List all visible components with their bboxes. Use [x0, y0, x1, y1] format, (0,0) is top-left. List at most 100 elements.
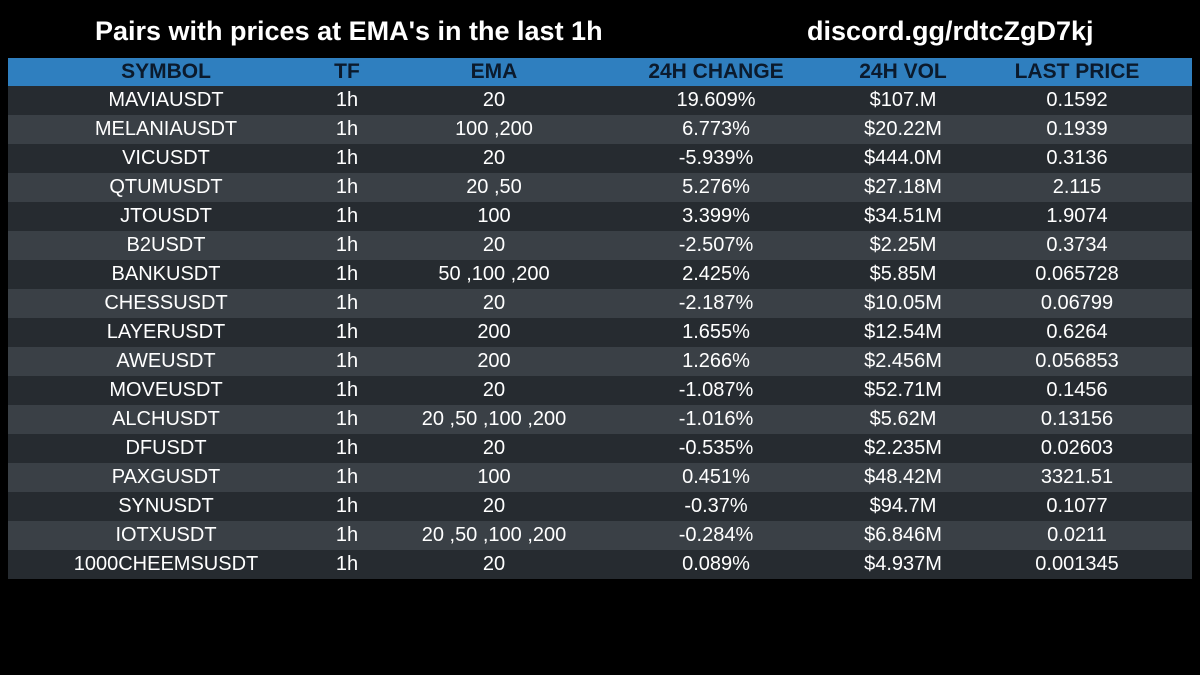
header: Pairs with prices at EMA's in the last 1…	[0, 0, 1200, 58]
cell-ema: 20	[482, 495, 506, 517]
cell-24h-change: 5.276%	[682, 176, 750, 198]
cell-tf: 1h	[335, 205, 359, 227]
cell-tf: 1h	[335, 350, 359, 372]
cell-24h-vol: $94.7M	[869, 495, 937, 517]
cell-last-price: 1.9074	[1046, 205, 1108, 227]
column-header-24h-change: 24H CHANGE	[648, 60, 784, 83]
cell-symbol: IOTXUSDT	[115, 524, 217, 546]
cell-tf: 1h	[335, 321, 359, 343]
cell-ema: 50 ,100 ,200	[438, 263, 550, 285]
cell-last-price: 0.13156	[1040, 408, 1114, 430]
cell-24h-vol: $20.22M	[864, 118, 942, 140]
cell-tf: 1h	[335, 495, 359, 517]
cell-24h-change: -1.016%	[678, 408, 754, 430]
cell-symbol: PAXGUSDT	[111, 466, 221, 488]
cell-symbol: LAYERUSDT	[106, 321, 226, 343]
cell-symbol: ALCHUSDT	[112, 408, 220, 430]
column-header-last-price: LAST PRICE	[1014, 60, 1140, 83]
cell-ema: 20 ,50	[466, 176, 522, 198]
cell-tf: 1h	[335, 263, 359, 285]
cell-24h-change: 0.089%	[682, 553, 750, 575]
cell-24h-change: 6.773%	[682, 118, 750, 140]
cell-symbol: BANKUSDT	[111, 263, 221, 285]
cell-24h-vol: $6.846M	[864, 524, 942, 546]
cell-ema: 100	[477, 205, 511, 227]
cell-24h-vol: $52.71M	[864, 379, 942, 401]
table-row: ALCHUSDT 1h 20 ,50 ,100 ,200 -1.016% $5.62M 0…	[8, 405, 1192, 434]
cell-last-price: 0.3734	[1046, 234, 1108, 256]
table-row: AWEUSDT 1h 200 1.266% $2.456M 0.056853	[8, 347, 1192, 376]
cell-ema: 20	[482, 379, 506, 401]
cell-tf: 1h	[335, 553, 359, 575]
cell-ema: 20	[482, 89, 506, 111]
cell-ema: 20	[482, 292, 506, 314]
cell-24h-vol: $4.937M	[864, 553, 942, 575]
cell-symbol: VICUSDT	[122, 147, 210, 169]
cell-tf: 1h	[335, 437, 359, 459]
cell-symbol: AWEUSDT	[116, 350, 216, 372]
cell-ema: 20	[482, 147, 506, 169]
column-header-ema: EMA	[470, 60, 518, 83]
discord-link[interactable]: discord.gg/rdtcZgD7kj	[807, 16, 1094, 46]
page-title: Pairs with prices at EMA's in the last 1…	[95, 16, 603, 46]
cell-last-price: 0.001345	[1035, 553, 1119, 575]
cell-24h-vol: $444.0M	[864, 147, 942, 169]
table-row: MELANIAUSDT 1h 100 ,200 6.773% $20.22M 0.1939	[8, 115, 1192, 144]
cell-tf: 1h	[335, 234, 359, 256]
cell-24h-change: 3.399%	[682, 205, 750, 227]
cell-24h-vol: $2.456M	[864, 350, 942, 372]
column-header-symbol: SYMBOL	[121, 60, 211, 83]
cell-last-price: 0.06799	[1040, 292, 1114, 314]
table-row: IOTXUSDT 1h 20 ,50 ,100 ,200 -0.284% $6.846M…	[8, 521, 1192, 550]
cell-24h-change: -1.087%	[678, 379, 754, 401]
cell-last-price: 0.1939	[1046, 118, 1108, 140]
cell-last-price: 3321.51	[1040, 466, 1114, 488]
table-row: CHESSUSDT 1h 20 -2.187% $10.05M 0.06799	[8, 289, 1192, 318]
column-header-tf: TF	[334, 60, 360, 83]
cell-symbol: MAVIAUSDT	[108, 89, 224, 111]
cell-24h-change: 0.451%	[682, 466, 750, 488]
cell-ema: 20	[482, 437, 506, 459]
cell-24h-change: -0.284%	[678, 524, 754, 546]
cell-24h-vol: $5.85M	[869, 263, 937, 285]
table-row: MOVEUSDT 1h 20 -1.087% $52.71M 0.1456	[8, 376, 1192, 405]
cell-symbol: 1000CHEEMSUSDT	[73, 553, 259, 575]
cell-24h-change: 1.655%	[682, 321, 750, 343]
cell-last-price: 0.056853	[1035, 350, 1119, 372]
cell-24h-change: 19.609%	[676, 89, 756, 111]
cell-symbol: QTUMUSDT	[109, 176, 223, 198]
cell-last-price: 0.1592	[1046, 89, 1108, 111]
cell-last-price: 0.1456	[1046, 379, 1108, 401]
cell-symbol: CHESSUSDT	[104, 292, 228, 314]
cell-last-price: 0.6264	[1046, 321, 1108, 343]
cell-tf: 1h	[335, 466, 359, 488]
cell-ema: 200	[477, 321, 511, 343]
table-row: MAVIAUSDT 1h 20 19.609% $107.M 0.1592	[8, 86, 1192, 115]
cell-ema: 200	[477, 350, 511, 372]
table-row: VICUSDT 1h 20 -5.939% $444.0M 0.3136	[8, 144, 1192, 173]
cell-symbol: DFUSDT	[125, 437, 207, 459]
ema-pairs-table: SYMBOL TF EMA 24H CHANGE 24H VOL LAST PR…	[8, 58, 1192, 579]
cell-ema: 100	[477, 466, 511, 488]
table-header-row: SYMBOL TF EMA 24H CHANGE 24H VOL LAST PR…	[8, 58, 1192, 86]
table-row: DFUSDT 1h 20 -0.535% $2.235M 0.02603	[8, 434, 1192, 463]
cell-24h-vol: $34.51M	[864, 205, 942, 227]
cell-symbol: MOVEUSDT	[109, 379, 223, 401]
cell-last-price: 0.065728	[1035, 263, 1119, 285]
cell-last-price: 0.02603	[1040, 437, 1114, 459]
table-row: PAXGUSDT 1h 100 0.451% $48.42M 3321.51	[8, 463, 1192, 492]
column-header-24h-vol: 24H VOL	[859, 60, 947, 83]
cell-tf: 1h	[335, 524, 359, 546]
table-row: SYNUSDT 1h 20 -0.37% $94.7M 0.1077	[8, 492, 1192, 521]
cell-tf: 1h	[335, 292, 359, 314]
cell-24h-change: -2.187%	[678, 292, 754, 314]
cell-last-price: 0.3136	[1046, 147, 1108, 169]
cell-last-price: 0.0211	[1047, 524, 1107, 546]
cell-24h-change: 1.266%	[682, 350, 750, 372]
cell-last-price: 2.115	[1052, 176, 1102, 198]
cell-ema: 20	[482, 553, 506, 575]
cell-symbol: JTOUSDT	[120, 205, 212, 227]
cell-symbol: SYNUSDT	[118, 495, 214, 517]
cell-24h-change: -0.37%	[684, 495, 748, 517]
cell-24h-change: -2.507%	[678, 234, 754, 256]
